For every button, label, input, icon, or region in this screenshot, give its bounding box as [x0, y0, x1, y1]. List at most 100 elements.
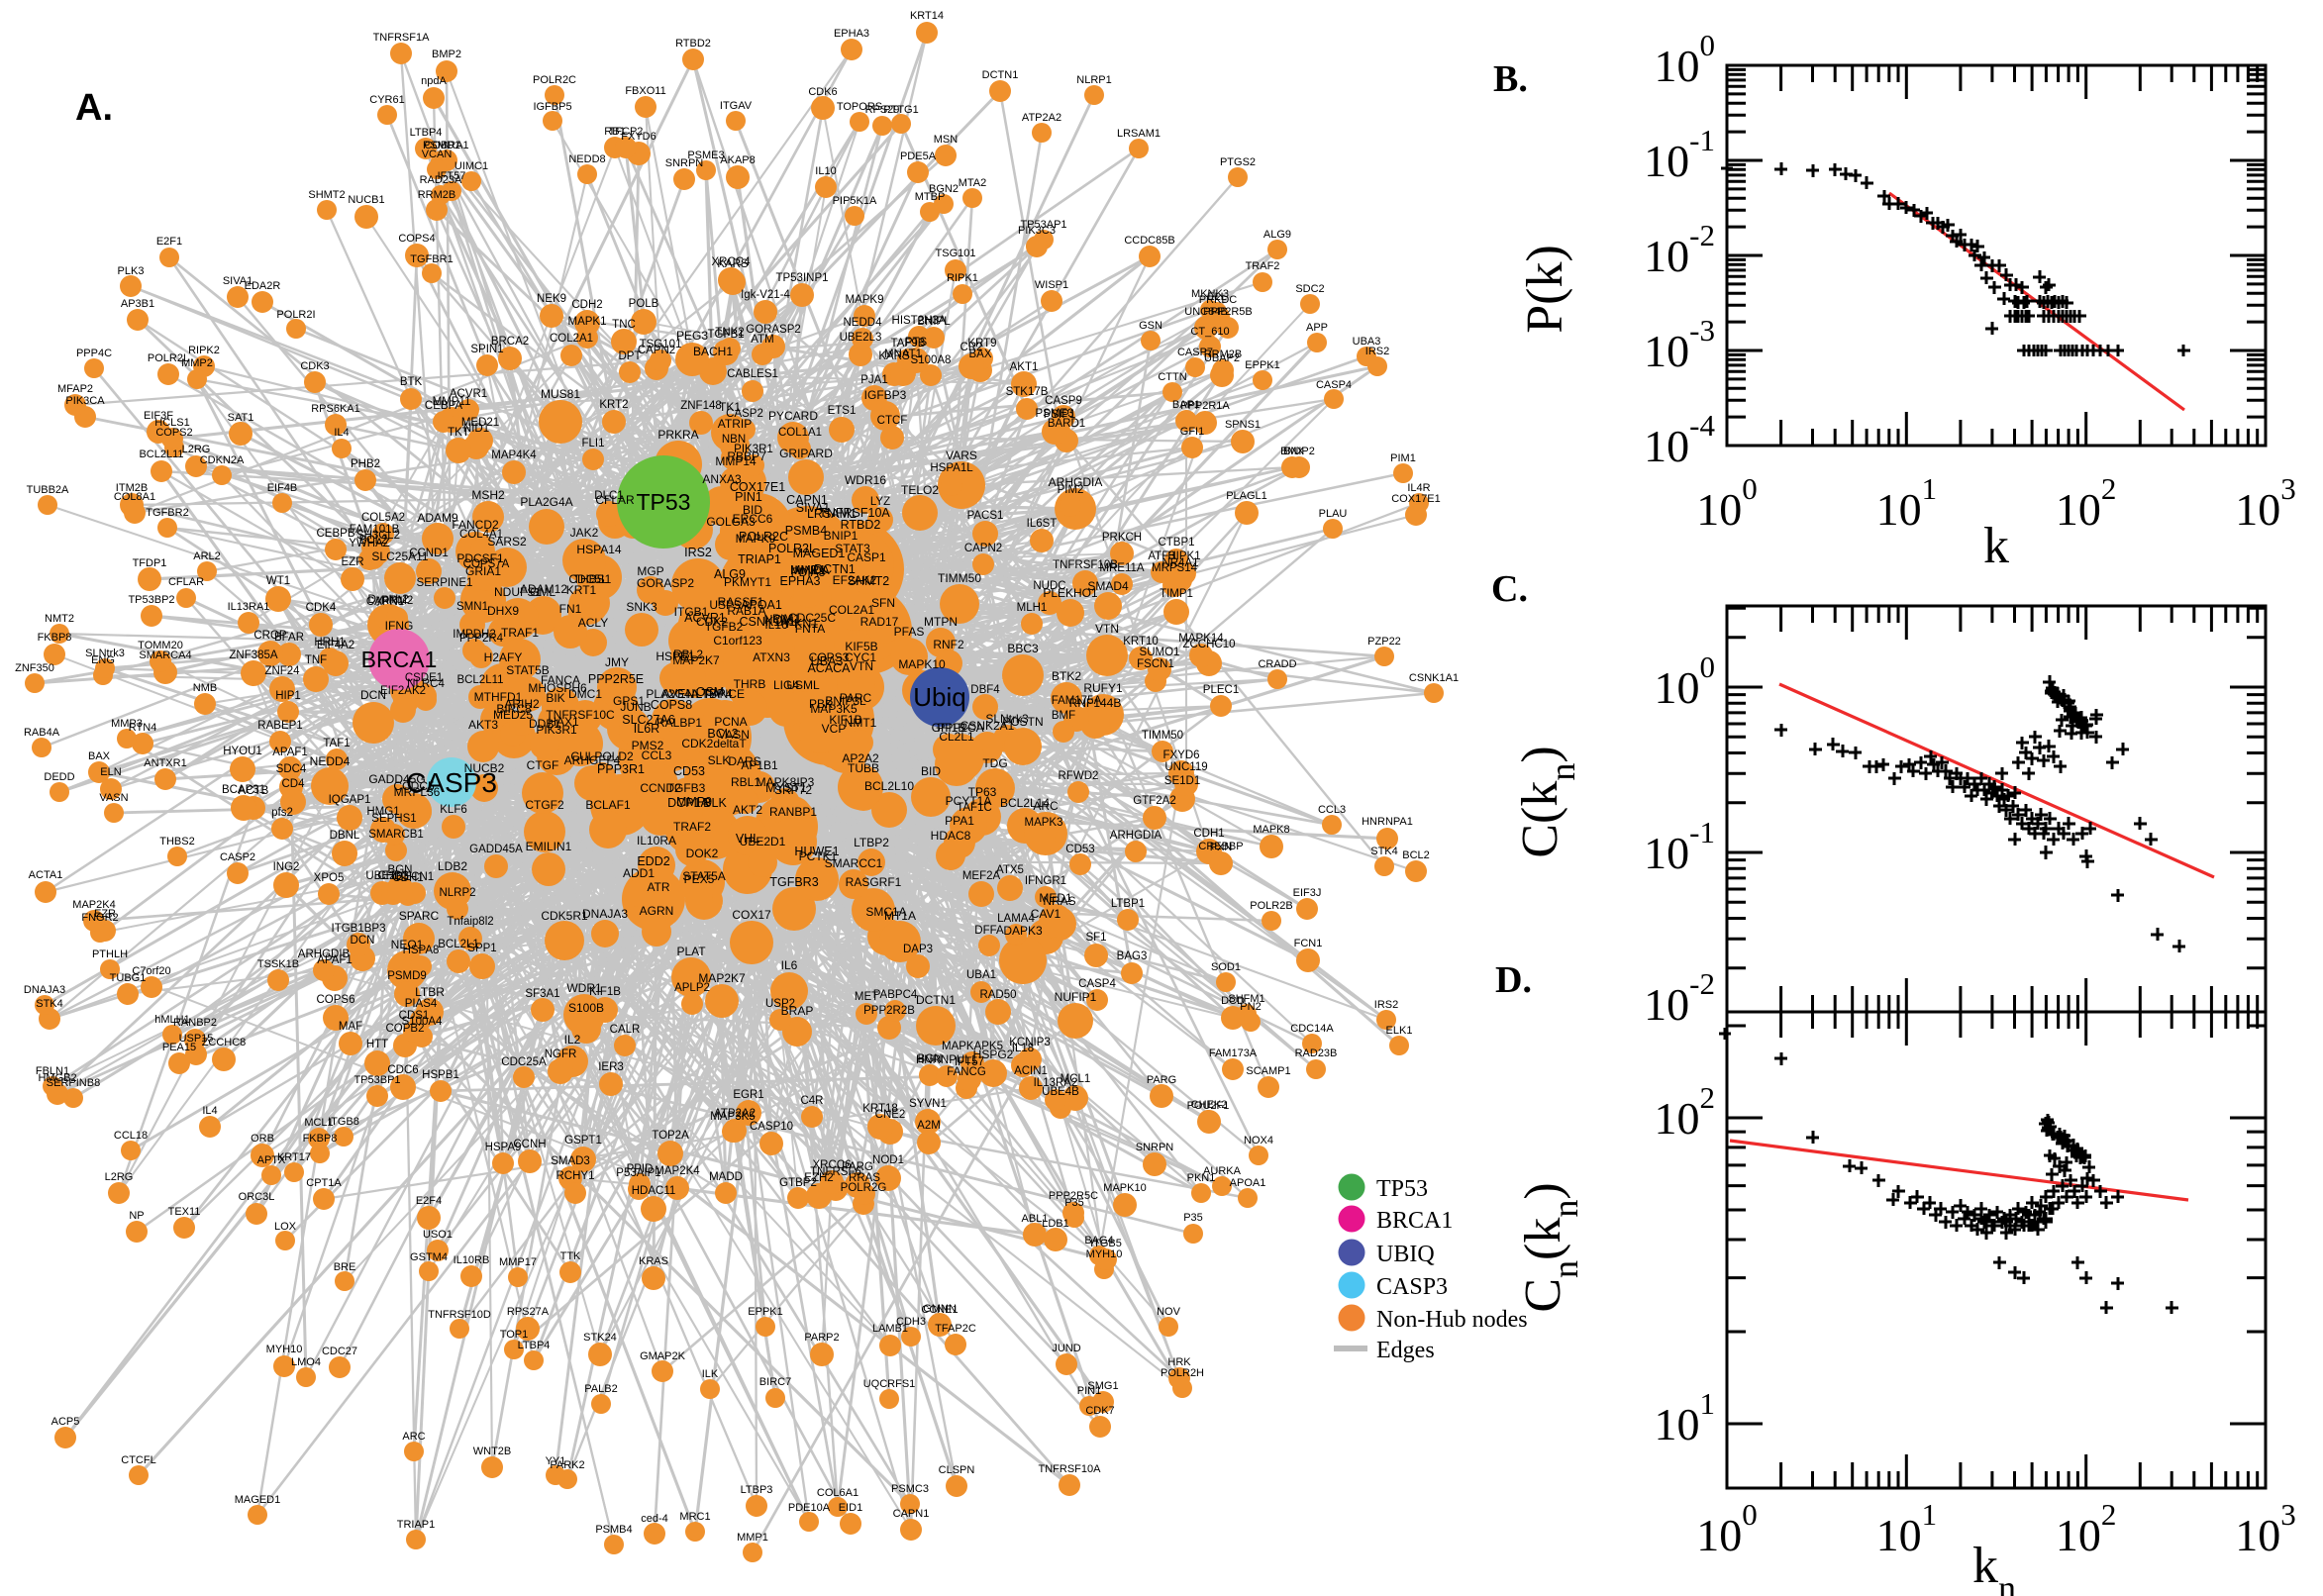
svg-text:ARIH2: ARIH2 [504, 697, 540, 711]
svg-text:k: k [1983, 518, 2009, 574]
svg-text:TDG: TDG [982, 756, 1007, 770]
svg-text:FBXO11: FBXO11 [625, 85, 665, 97]
svg-text:ARC: ARC [1033, 799, 1059, 813]
svg-text:PSMD9: PSMD9 [387, 970, 427, 982]
svg-text:100: 100 [1655, 28, 1716, 91]
svg-text:PIK3R1: PIK3R1 [734, 444, 773, 455]
svg-text:CTCF: CTCF [877, 415, 908, 427]
svg-text:MAP2K4: MAP2K4 [72, 899, 115, 911]
svg-text:CTBP1: CTBP1 [1158, 537, 1194, 549]
svg-text:RASGRF1: RASGRF1 [846, 875, 902, 889]
svg-text:TNC: TNC [612, 319, 636, 331]
svg-text:ING2: ING2 [273, 861, 300, 873]
svg-text:DAP3: DAP3 [903, 944, 933, 955]
svg-text:S100B: S100B [568, 1001, 604, 1015]
svg-text:CASP3: CASP3 [406, 767, 497, 798]
svg-text:RPS6KA1: RPS6KA1 [311, 403, 360, 415]
svg-text:101: 101 [1876, 1497, 1938, 1560]
svg-text:SDC4: SDC4 [276, 763, 307, 775]
svg-text:EIF3F: EIF3F [144, 410, 173, 422]
svg-text:ACP5: ACP5 [51, 1416, 80, 1428]
svg-text:NEK9: NEK9 [537, 293, 566, 305]
svg-text:IFNG: IFNG [385, 619, 414, 633]
svg-text:SMARCC1: SMARCC1 [825, 856, 883, 870]
svg-text:TNFRSF10D: TNFRSF10D [428, 1309, 491, 1321]
svg-text:BRE: BRE [334, 1261, 356, 1273]
svg-text:GMAP2K: GMAP2K [640, 1350, 686, 1362]
svg-text:DNAJA3: DNAJA3 [582, 907, 628, 921]
svg-text:ATXN3: ATXN3 [753, 650, 790, 664]
svg-text:MLH1: MLH1 [1017, 602, 1048, 614]
svg-text:NMB: NMB [193, 682, 217, 694]
svg-text:ORB: ORB [251, 1133, 274, 1145]
svg-text:C4R: C4R [800, 1095, 823, 1107]
svg-text:CDS1: CDS1 [399, 1010, 430, 1022]
svg-text:SIVA1: SIVA1 [223, 275, 252, 287]
svg-text:TAF1C: TAF1C [957, 802, 992, 814]
svg-text:IL2: IL2 [564, 1033, 581, 1047]
svg-text:RABEP1: RABEP1 [257, 720, 302, 732]
svg-text:BLK: BLK [703, 796, 727, 810]
svg-text:ORC3L: ORC3L [239, 1191, 275, 1203]
svg-text:ADD1: ADD1 [623, 866, 655, 880]
svg-text:HSPA9: HSPA9 [485, 1142, 522, 1153]
svg-text:THRB: THRB [734, 677, 766, 691]
svg-text:IRS2: IRS2 [1374, 999, 1398, 1011]
svg-text:PPP2R5E: PPP2R5E [588, 672, 644, 686]
svg-text:TRIAP1: TRIAP1 [397, 1519, 436, 1531]
svg-text:P(k): P(k) [1517, 245, 1573, 334]
svg-text:EF2AK2: EF2AK2 [833, 573, 877, 587]
svg-text:CASP2: CASP2 [726, 408, 763, 420]
svg-text:EIF4B: EIF4B [267, 482, 298, 494]
svg-text:VCAN: VCAN [422, 149, 453, 160]
svg-text:CT_610: CT_610 [1190, 326, 1229, 338]
svg-text:UBIQ: UBIQ [1376, 1242, 1435, 1267]
svg-text:102: 102 [1655, 1080, 1716, 1144]
svg-text:IL6: IL6 [781, 958, 798, 972]
svg-text:PDE5A: PDE5A [900, 150, 937, 162]
svg-text:CDH2: CDH2 [571, 299, 602, 311]
svg-text:SEPHS1: SEPHS1 [371, 813, 416, 825]
svg-text:P53AIP1: P53AIP1 [616, 1167, 660, 1179]
svg-text:NMT1: NMT1 [845, 716, 877, 730]
svg-text:CASP7: CASP7 [1177, 347, 1213, 358]
svg-text:Igk-V21-4: Igk-V21-4 [741, 289, 790, 301]
svg-text:PYCARD: PYCARD [768, 409, 818, 423]
svg-text:CTCFL: CTCFL [121, 1454, 155, 1466]
svg-text:WNT2B: WNT2B [473, 1446, 512, 1457]
svg-text:BID: BID [921, 764, 941, 778]
svg-text:COL4A1: COL4A1 [459, 529, 503, 541]
svg-text:ALG9: ALG9 [1263, 229, 1291, 241]
svg-text:MAF: MAF [339, 1021, 362, 1033]
svg-text:ACVR1: ACVR1 [450, 388, 487, 400]
svg-text:BIRC7: BIRC7 [759, 1376, 791, 1388]
svg-text:MMP3: MMP3 [111, 718, 143, 730]
svg-text:TUBB2A: TUBB2A [27, 484, 69, 496]
svg-text:SNRPN: SNRPN [1136, 1142, 1174, 1153]
svg-text:TFAP2C: TFAP2C [935, 1323, 976, 1335]
svg-text:UIMC1: UIMC1 [454, 160, 488, 172]
svg-text:CROP: CROP [253, 630, 287, 642]
svg-text:CDC27: CDC27 [322, 1346, 357, 1357]
svg-text:TP53BP1: TP53BP1 [354, 1074, 400, 1086]
svg-text:HNRNPA1: HNRNPA1 [1362, 816, 1413, 828]
svg-text:RIPK2: RIPK2 [188, 345, 220, 356]
svg-text:BMX: BMX [1280, 446, 1305, 457]
svg-text:AGRN: AGRN [640, 904, 674, 918]
svg-text:TP63: TP63 [968, 785, 997, 799]
svg-text:ZNF148: ZNF148 [680, 400, 722, 412]
svg-text:SF3A1: SF3A1 [525, 988, 559, 1000]
svg-text:FCN1: FCN1 [1294, 938, 1323, 949]
svg-text:BGN2: BGN2 [929, 183, 959, 195]
svg-text:MAPK9: MAPK9 [736, 532, 776, 546]
svg-text:MAPK10: MAPK10 [1103, 1182, 1146, 1194]
svg-text:TSSK1B: TSSK1B [257, 958, 299, 970]
svg-text:PEX5: PEX5 [684, 872, 715, 886]
svg-text:MEF2A: MEF2A [962, 870, 1001, 882]
svg-text:PSME3: PSME3 [1036, 408, 1074, 420]
svg-text:NOV: NOV [1157, 1306, 1181, 1318]
svg-text:WDR16: WDR16 [845, 473, 886, 487]
svg-text:ADAM9: ADAM9 [417, 511, 458, 525]
svg-text:10-1: 10-1 [1644, 123, 1715, 186]
svg-text:10-1: 10-1 [1644, 815, 1715, 878]
